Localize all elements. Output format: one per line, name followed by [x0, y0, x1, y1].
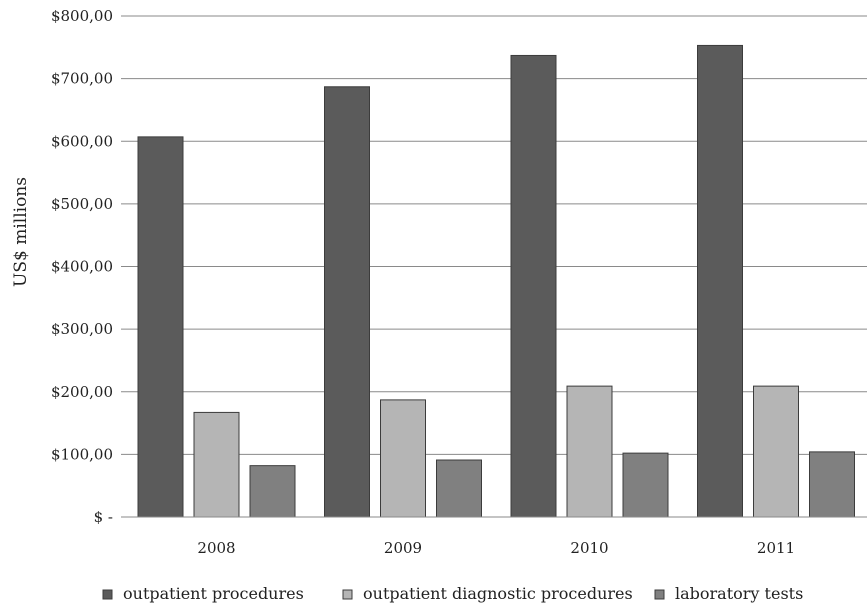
bar [809, 451, 855, 518]
y-tick-label: $200,00 [51, 383, 113, 401]
y-tick-label: $ - [94, 508, 113, 526]
y-tick-label: $500,00 [51, 195, 113, 213]
legend-item: outpatient diagnostic procedures [342, 584, 633, 603]
y-tick-label: $600,00 [51, 132, 113, 150]
legend-item: outpatient procedures [102, 584, 304, 603]
bar [324, 86, 370, 518]
legend: outpatient procedures outpatient diagnost… [102, 584, 803, 603]
y-axis-ticks: $ - $100,00 $200,00 $300,00 $400,00 $500,00 $6… [51, 7, 113, 526]
bar [380, 399, 426, 518]
bar [566, 385, 613, 518]
bar [697, 44, 743, 518]
y-axis-label: US$ millions [11, 177, 31, 287]
bar [193, 411, 240, 518]
bar [249, 465, 296, 518]
gridlines [121, 15, 867, 455]
x-axis-ticks: 2008 2009 2010 2011 [197, 539, 795, 557]
legend-swatch [102, 589, 113, 600]
legend-label: outpatient procedures [123, 584, 304, 603]
bars [137, 44, 855, 518]
y-tick-label: $400,00 [51, 258, 113, 276]
legend-label: outpatient diagnostic procedures [363, 584, 633, 603]
x-tick-label: 2009 [384, 539, 422, 557]
y-tick-label: $800,00 [51, 7, 113, 25]
legend-swatch [654, 589, 665, 600]
y-tick-label: $100,00 [51, 445, 113, 463]
legend-swatch [342, 589, 353, 600]
legend-item: laboratory tests [654, 584, 803, 603]
x-tick-label: 2008 [197, 539, 235, 557]
bar [436, 459, 482, 518]
y-tick-label: $300,00 [51, 320, 113, 338]
x-tick-label: 2011 [757, 539, 795, 557]
y-tick-label: $700,00 [51, 70, 113, 88]
legend-label: laboratory tests [675, 584, 803, 603]
bar [510, 54, 557, 518]
bar [622, 452, 669, 518]
x-tick-label: 2010 [570, 539, 608, 557]
bar [137, 136, 184, 518]
bar [753, 385, 799, 518]
